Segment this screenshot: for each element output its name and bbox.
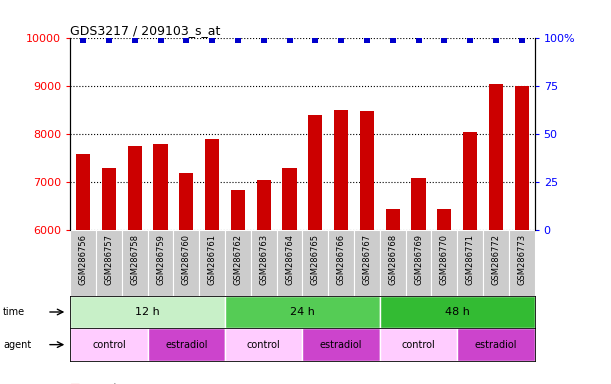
Bar bbox=[70, 230, 96, 296]
Bar bbox=[309, 115, 323, 230]
Bar bbox=[282, 168, 297, 230]
Bar bbox=[277, 230, 302, 296]
Text: 24 h: 24 h bbox=[290, 307, 315, 317]
Text: 12 h: 12 h bbox=[135, 307, 160, 317]
Text: count: count bbox=[89, 383, 118, 384]
Text: GSM286756: GSM286756 bbox=[79, 233, 87, 285]
Point bbox=[310, 37, 320, 43]
Bar bbox=[302, 328, 380, 361]
Text: estradiol: estradiol bbox=[320, 339, 362, 350]
Point bbox=[362, 37, 372, 43]
Text: GSM286769: GSM286769 bbox=[414, 233, 423, 285]
Point bbox=[336, 37, 346, 43]
Text: agent: agent bbox=[3, 339, 31, 350]
Text: GSM286768: GSM286768 bbox=[388, 233, 397, 285]
Bar bbox=[148, 328, 225, 361]
Point bbox=[259, 37, 269, 43]
Point bbox=[233, 37, 243, 43]
Point bbox=[465, 37, 475, 43]
Bar bbox=[437, 209, 452, 230]
Bar bbox=[457, 230, 483, 296]
Bar bbox=[411, 177, 426, 230]
Bar bbox=[483, 230, 509, 296]
Bar bbox=[70, 328, 148, 361]
Point bbox=[156, 37, 166, 43]
Bar bbox=[380, 296, 535, 328]
Point bbox=[517, 37, 527, 43]
Text: ■: ■ bbox=[70, 383, 81, 384]
Bar bbox=[509, 230, 535, 296]
Text: GSM286760: GSM286760 bbox=[182, 233, 191, 285]
Bar bbox=[76, 154, 90, 230]
Text: GSM286763: GSM286763 bbox=[259, 233, 268, 285]
Bar bbox=[302, 230, 328, 296]
Text: 48 h: 48 h bbox=[445, 307, 470, 317]
Bar bbox=[380, 328, 457, 361]
Bar bbox=[334, 111, 348, 230]
Text: GSM286758: GSM286758 bbox=[130, 233, 139, 285]
Bar bbox=[514, 86, 529, 230]
Bar bbox=[380, 230, 406, 296]
Point bbox=[181, 37, 191, 43]
Bar bbox=[128, 146, 142, 230]
Bar bbox=[406, 230, 431, 296]
Bar bbox=[199, 230, 225, 296]
Text: estradiol: estradiol bbox=[475, 339, 517, 350]
Text: GSM286772: GSM286772 bbox=[491, 233, 500, 285]
Text: GDS3217 / 209103_s_at: GDS3217 / 209103_s_at bbox=[70, 24, 221, 37]
Text: control: control bbox=[401, 339, 436, 350]
Point bbox=[78, 37, 88, 43]
Point bbox=[130, 37, 140, 43]
Text: GSM286762: GSM286762 bbox=[233, 233, 243, 285]
Text: GSM286764: GSM286764 bbox=[285, 233, 294, 285]
Text: estradiol: estradiol bbox=[165, 339, 208, 350]
Bar bbox=[205, 139, 219, 230]
Point bbox=[207, 37, 217, 43]
Point bbox=[491, 37, 501, 43]
Text: GSM286766: GSM286766 bbox=[337, 233, 346, 285]
Text: GSM286761: GSM286761 bbox=[208, 233, 217, 285]
Bar bbox=[489, 84, 503, 230]
Point bbox=[439, 37, 449, 43]
Point bbox=[414, 37, 423, 43]
Bar bbox=[179, 173, 194, 230]
Bar bbox=[225, 296, 380, 328]
Bar bbox=[431, 230, 457, 296]
Point bbox=[285, 37, 295, 43]
Bar bbox=[174, 230, 199, 296]
Text: GSM286765: GSM286765 bbox=[311, 233, 320, 285]
Bar bbox=[231, 190, 245, 230]
Text: GSM286767: GSM286767 bbox=[362, 233, 371, 285]
Bar bbox=[463, 132, 477, 230]
Text: GSM286771: GSM286771 bbox=[466, 233, 475, 285]
Text: GSM286770: GSM286770 bbox=[440, 233, 449, 285]
Bar bbox=[386, 209, 400, 230]
Bar bbox=[457, 328, 535, 361]
Text: GSM286759: GSM286759 bbox=[156, 233, 165, 285]
Bar bbox=[328, 230, 354, 296]
Text: GSM286757: GSM286757 bbox=[104, 233, 114, 285]
Bar bbox=[225, 328, 302, 361]
Bar bbox=[354, 230, 380, 296]
Text: time: time bbox=[3, 307, 25, 317]
Text: control: control bbox=[247, 339, 280, 350]
Bar bbox=[225, 230, 251, 296]
Text: control: control bbox=[92, 339, 126, 350]
Bar bbox=[122, 230, 148, 296]
Bar bbox=[148, 230, 174, 296]
Bar bbox=[153, 144, 167, 230]
Point bbox=[388, 37, 398, 43]
Bar bbox=[360, 111, 374, 230]
Text: GSM286773: GSM286773 bbox=[518, 233, 526, 285]
Point bbox=[104, 37, 114, 43]
Bar bbox=[251, 230, 277, 296]
Bar bbox=[257, 180, 271, 230]
Bar bbox=[102, 168, 116, 230]
Bar bbox=[70, 296, 225, 328]
Bar bbox=[96, 230, 122, 296]
